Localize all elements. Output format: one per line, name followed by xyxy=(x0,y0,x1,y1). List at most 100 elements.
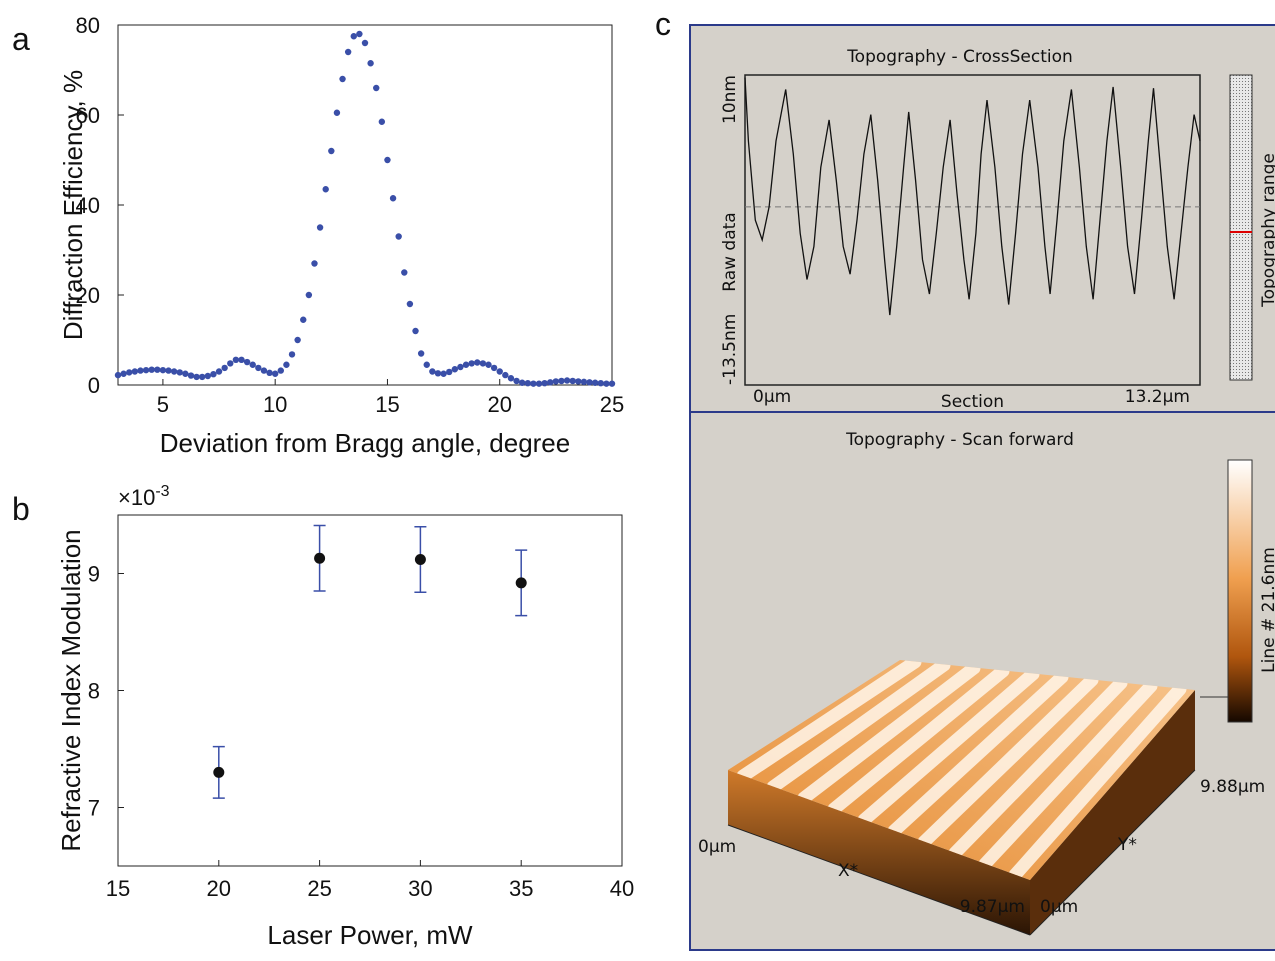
data-point xyxy=(424,362,430,368)
panel-label: a xyxy=(12,21,30,57)
x-tick-label: 25 xyxy=(600,392,624,417)
data-point xyxy=(519,380,525,386)
data-point xyxy=(294,337,300,343)
y-start-label: 0µm xyxy=(1040,897,1078,917)
x-tick-label: 13.2µm xyxy=(1125,387,1190,407)
data-point xyxy=(154,367,160,373)
x-tick-label: 25 xyxy=(307,876,331,901)
y-axis-label: Refractive Index Modulation xyxy=(56,529,86,851)
data-point xyxy=(541,380,547,386)
data-point xyxy=(440,371,446,377)
data-point xyxy=(216,368,222,374)
data-point xyxy=(238,357,244,363)
plot-frame xyxy=(118,25,612,385)
data-point xyxy=(213,767,224,778)
y-tick-label: 0 xyxy=(88,373,100,398)
data-point xyxy=(547,379,553,385)
multiplier-base: ×10 xyxy=(118,485,155,510)
data-point xyxy=(289,351,295,357)
data-point xyxy=(261,367,267,373)
data-point xyxy=(497,368,503,374)
y-tick-label: 7 xyxy=(88,796,100,821)
data-point xyxy=(210,371,216,377)
plot-frame xyxy=(745,75,1200,385)
x-axis-label: X* xyxy=(838,861,858,881)
data-point xyxy=(373,85,379,91)
data-point xyxy=(474,359,480,365)
data-point xyxy=(339,76,345,82)
data-point xyxy=(143,367,149,373)
data-point xyxy=(457,364,463,370)
data-point xyxy=(575,378,581,384)
data-point xyxy=(379,119,385,125)
data-point xyxy=(311,260,317,266)
data-point xyxy=(603,380,609,386)
data-point xyxy=(412,328,418,334)
data-point xyxy=(227,360,233,366)
data-point xyxy=(188,372,194,378)
x-start-label: 0µm xyxy=(698,837,736,857)
data-point xyxy=(452,366,458,372)
data-point xyxy=(598,380,604,386)
range-bar xyxy=(1230,75,1252,380)
data-point xyxy=(407,301,413,307)
x-tick-label: 20 xyxy=(487,392,511,417)
data-point xyxy=(115,372,121,378)
data-point xyxy=(401,269,407,275)
data-point xyxy=(255,365,261,371)
data-point xyxy=(300,317,306,323)
data-point xyxy=(221,365,227,371)
data-point xyxy=(345,49,351,55)
colorbar xyxy=(1228,460,1252,722)
y-tick-label: 80 xyxy=(76,13,100,38)
data-point xyxy=(199,374,205,380)
data-point xyxy=(148,367,154,373)
data-point xyxy=(429,368,435,374)
data-point xyxy=(278,367,284,373)
data-point xyxy=(120,371,126,377)
y-axis-label: Diffraction Efficiency, % xyxy=(58,70,88,340)
multiplier-exponent: -3 xyxy=(155,483,169,500)
data-point xyxy=(250,362,256,368)
x-end-label: 9.87µm xyxy=(960,897,1025,917)
data-point xyxy=(525,380,531,386)
scan-title: Topography - Scan forward xyxy=(845,430,1074,450)
x-tick-label: 15 xyxy=(375,392,399,417)
y-axis-label: Raw data xyxy=(720,212,740,291)
data-point xyxy=(564,377,570,383)
data-point xyxy=(126,369,132,375)
data-point xyxy=(356,31,362,37)
x-tick-label: 10 xyxy=(263,392,287,417)
data-point xyxy=(502,372,508,378)
y-tick-label: 9 xyxy=(88,562,100,587)
data-point xyxy=(491,365,497,371)
y-multiplier: ×10-3 xyxy=(118,483,170,510)
data-point xyxy=(328,148,334,154)
data-point xyxy=(530,380,536,386)
data-point xyxy=(395,233,401,239)
data-point xyxy=(592,380,598,386)
y-end-label: 9.88µm xyxy=(1200,777,1265,797)
data-point xyxy=(244,359,250,365)
figure: a b c Topography range Topography - Scan… xyxy=(0,0,1275,961)
data-point xyxy=(306,292,312,298)
data-point xyxy=(384,157,390,163)
data-point xyxy=(508,375,514,381)
data-point xyxy=(446,369,452,375)
data-point xyxy=(558,378,564,384)
data-point xyxy=(137,367,143,373)
x-tick-label: 15 xyxy=(106,876,130,901)
data-point xyxy=(513,378,519,384)
x-tick-label: 0µm xyxy=(753,387,791,407)
data-point xyxy=(609,380,615,386)
data-point xyxy=(415,554,426,565)
data-point xyxy=(362,40,368,46)
colorbar-label: Line # 21.6nm xyxy=(1259,547,1275,673)
panel-label: c xyxy=(655,6,671,42)
data-point xyxy=(367,60,373,66)
y-tick-label: 10nm xyxy=(720,75,740,124)
x-axis-label: Deviation from Bragg angle, degree xyxy=(160,428,570,458)
x-axis-label: Laser Power, mW xyxy=(267,920,473,950)
x-tick-label: 30 xyxy=(408,876,432,901)
data-point xyxy=(132,368,138,374)
